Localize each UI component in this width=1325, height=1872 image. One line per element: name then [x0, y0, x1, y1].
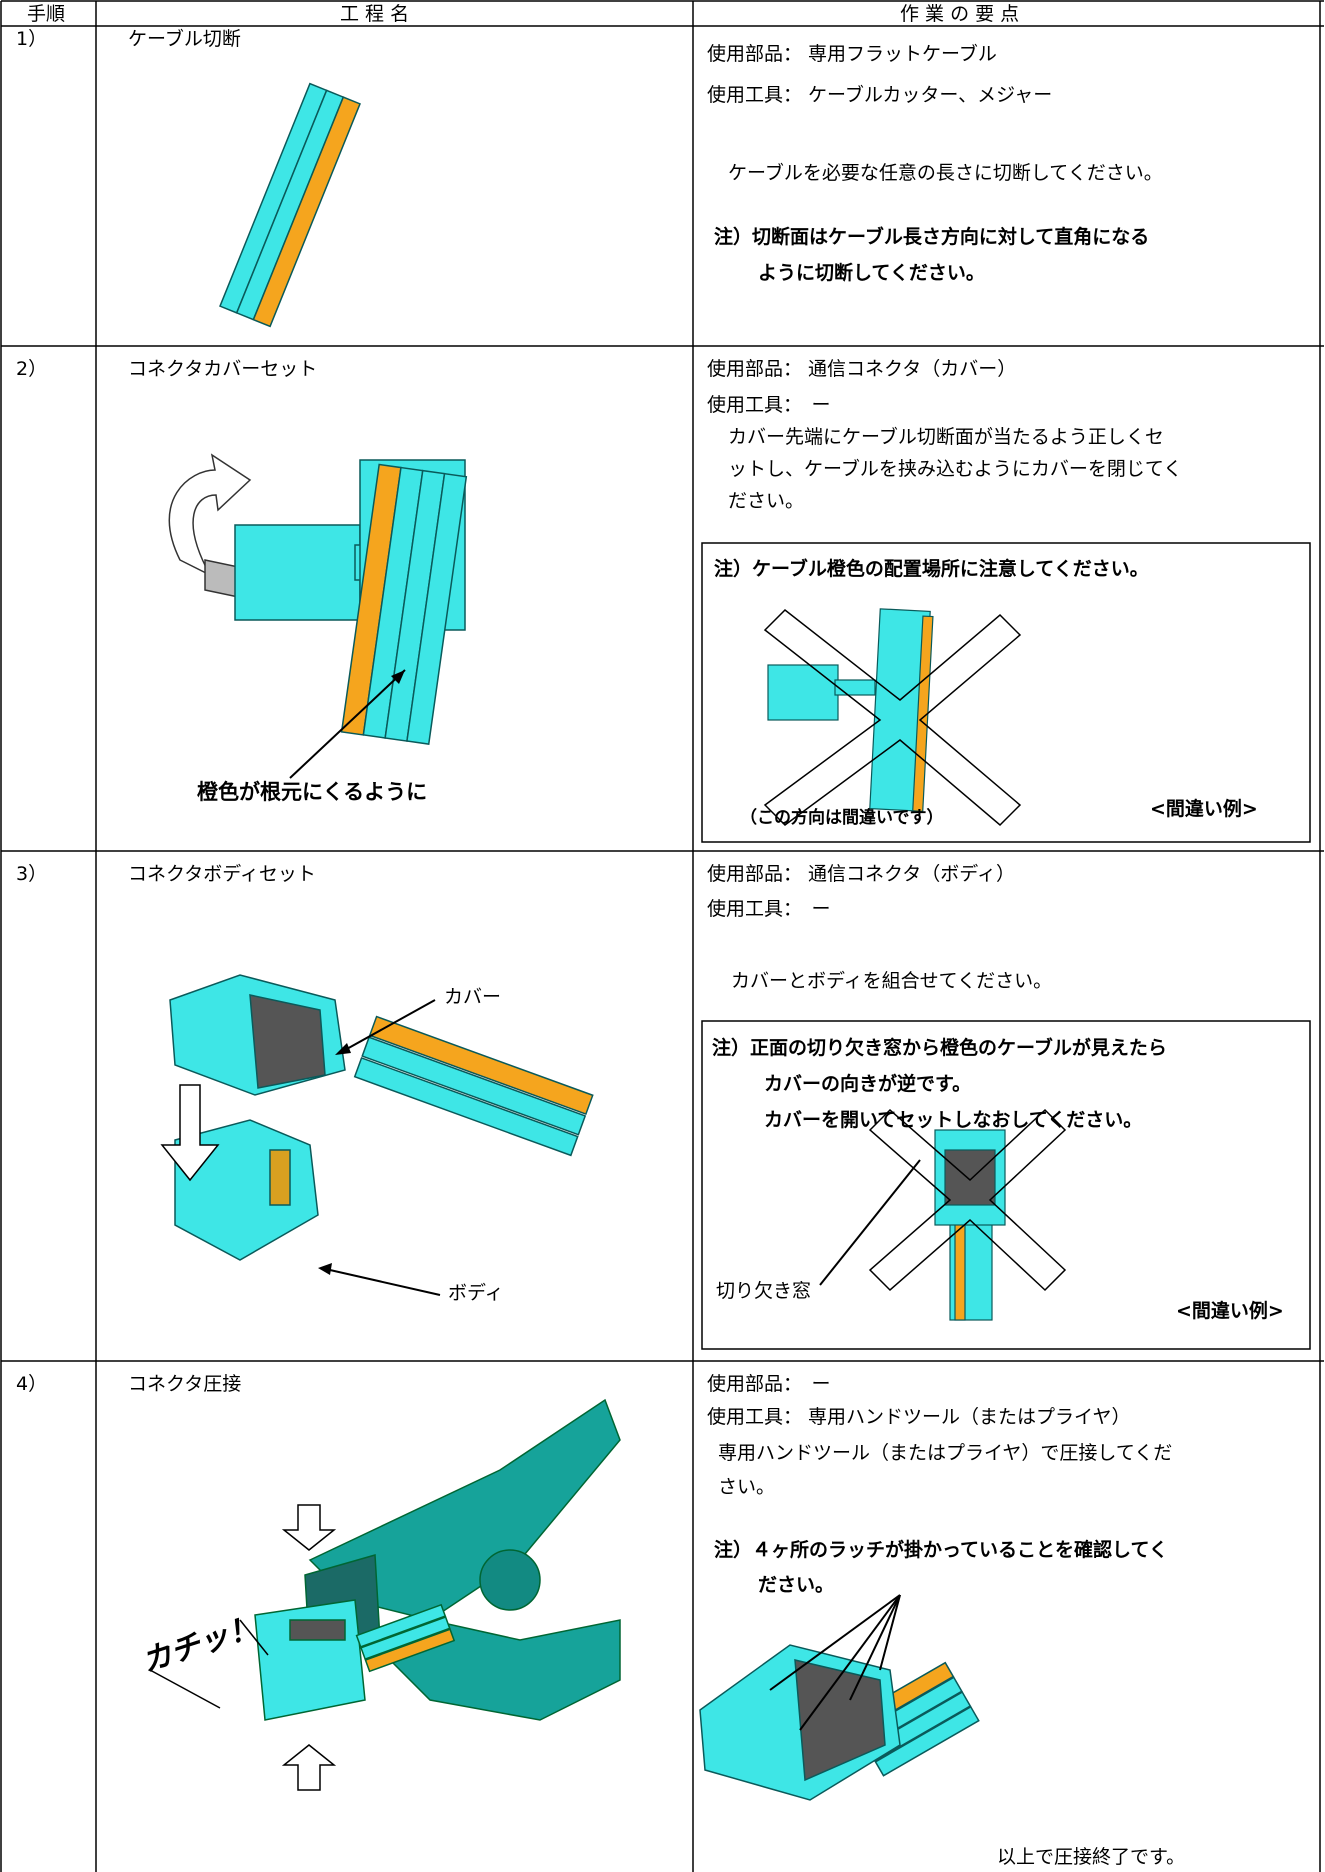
illustration-shape	[281, 1744, 337, 1791]
illustration-shape	[289, 1619, 346, 1641]
illustration-shape	[281, 1504, 337, 1551]
instruction: さい。	[718, 1476, 776, 1498]
illustration-shape	[794, 1659, 886, 1782]
tools: 使用工具： ー	[707, 898, 831, 920]
illustration-shape	[269, 1149, 291, 1206]
illustration-shape	[954, 1214, 966, 1321]
closing: 以上で圧接終了です。	[997, 1846, 1186, 1868]
illustration-shape	[168, 453, 468, 745]
tools: 使用工具： 専用ハンドツール（またはプライヤ）	[707, 1406, 1131, 1428]
note: カバーを開いてセットしなおしてください。	[764, 1109, 1143, 1131]
illustration-shape	[364, 1628, 456, 1673]
body-label: ボディ	[448, 1282, 504, 1304]
process: ケーブル切断	[128, 28, 241, 50]
illustration-shape	[874, 1705, 980, 1777]
illustration-shape	[799, 1594, 901, 1731]
illustration-shape	[391, 670, 405, 684]
illustration-shape	[769, 1594, 901, 1691]
header-cell: 作 業 の 要 点	[900, 3, 1020, 25]
note: ように切断してください。	[758, 262, 985, 284]
illustration-shape	[479, 1549, 541, 1611]
step: 4）	[16, 1373, 48, 1395]
instruction: ットし、ケーブルを挟み込むようにカバーを閉じてく	[728, 458, 1183, 480]
window-label: 切り欠き窓	[716, 1280, 812, 1302]
illustration-shape	[934, 1129, 1006, 1321]
instruction: カバーとボディを組合せてください。	[731, 970, 1053, 992]
header-cell: 工 程 名	[340, 3, 410, 25]
illustration-shape	[368, 1015, 594, 1116]
illustration-shape	[254, 1398, 621, 1721]
instruction: ださい。	[728, 490, 805, 512]
tools: 使用工具： ー	[707, 394, 831, 416]
illustration-shape	[340, 463, 468, 745]
illustration-shape	[701, 542, 1311, 843]
illustration-shape	[361, 1036, 587, 1136]
illustration-shape	[819, 1159, 921, 1286]
illustration-shape	[335, 1043, 351, 1055]
step: 3）	[16, 863, 48, 885]
illustration-shape	[701, 1020, 1311, 1350]
caption: （この方向は間違いです）	[740, 808, 944, 828]
illustration-shape	[252, 96, 361, 328]
parts: 使用部品： 通信コネクタ（カバー）	[707, 358, 1017, 380]
illustration-shape	[834, 679, 876, 696]
process: コネクタボディセット	[128, 863, 316, 885]
illustration-shape	[353, 1056, 579, 1157]
illustration-shape	[149, 1669, 221, 1709]
illustration-shape	[944, 1149, 996, 1206]
step: 2）	[16, 358, 48, 380]
illustration-shape	[254, 1599, 366, 1721]
note: 注）ケーブル橙色の配置場所に注意してください。	[714, 558, 1149, 580]
illustration-shape	[360, 1616, 451, 1661]
note: ださい。	[758, 1574, 835, 1596]
process: コネクタカバーセット	[128, 358, 318, 380]
illustration-shape	[234, 524, 361, 621]
illustration-shape	[769, 1594, 901, 1731]
illustration-shape	[329, 1269, 441, 1296]
illustration-shape	[168, 453, 252, 577]
illustration-shape	[355, 1603, 456, 1673]
note: 注）切断面はケーブル長さ方向に対して直角になる	[714, 226, 1150, 248]
illustration-shape	[767, 608, 934, 812]
wrong-label: <間違い例>	[1150, 798, 1258, 820]
instruction: カバー先端にケーブル切断面が当たるよう正しくセ	[728, 426, 1164, 448]
illustration-shape	[318, 1263, 332, 1275]
parts: 使用部品： 専用フラットケーブル	[707, 43, 997, 65]
instruction: 専用ハンドツール（またはプライヤ）で圧接してくだ	[718, 1442, 1173, 1464]
instruction: ケーブルを必要な任意の長さに切断してください。	[728, 162, 1163, 184]
illustration-shape	[849, 1594, 901, 1701]
step: 1）	[16, 28, 48, 50]
illustration-shape	[406, 472, 468, 745]
illustration-shape	[219, 82, 361, 328]
illustration-shape	[249, 994, 326, 1089]
process: コネクタ圧接	[128, 1373, 242, 1395]
note: 注）正面の切り欠き窓から橙色のケーブルが見えたら	[712, 1037, 1167, 1059]
illustration-shape	[344, 999, 436, 1051]
note: カバーの向きが逆です。	[764, 1073, 972, 1095]
illustration-shape	[763, 609, 1022, 827]
note: 注）４ヶ所のラッチが掛かっていることを確認してく	[714, 1539, 1168, 1561]
illustration-shape	[767, 664, 839, 721]
cover-label: カバー	[444, 986, 502, 1008]
illustration-shape	[868, 1108, 1067, 1292]
illustration-shape	[239, 1619, 269, 1656]
illustration-shape	[353, 1015, 594, 1157]
tools: 使用工具： ケーブルカッター、メジャー	[707, 84, 1053, 106]
parts: 使用部品： ー	[707, 1373, 831, 1395]
header-cell: 手順	[27, 3, 66, 25]
illustration-shape	[289, 669, 406, 779]
illustration-shape	[699, 1644, 980, 1801]
callout: 橙色が根元にくるように	[197, 780, 428, 804]
illustration-shape	[160, 1084, 220, 1182]
parts: 使用部品： 通信コネクタ（ボディ）	[707, 863, 1015, 885]
illustration-shape	[235, 89, 345, 321]
illustration-shape	[169, 974, 594, 1261]
wrong-label: <間違い例>	[1176, 1300, 1284, 1322]
illustration-shape	[879, 1594, 901, 1671]
illustration-shape	[763, 609, 1022, 827]
illustration-shape	[355, 1603, 447, 1648]
